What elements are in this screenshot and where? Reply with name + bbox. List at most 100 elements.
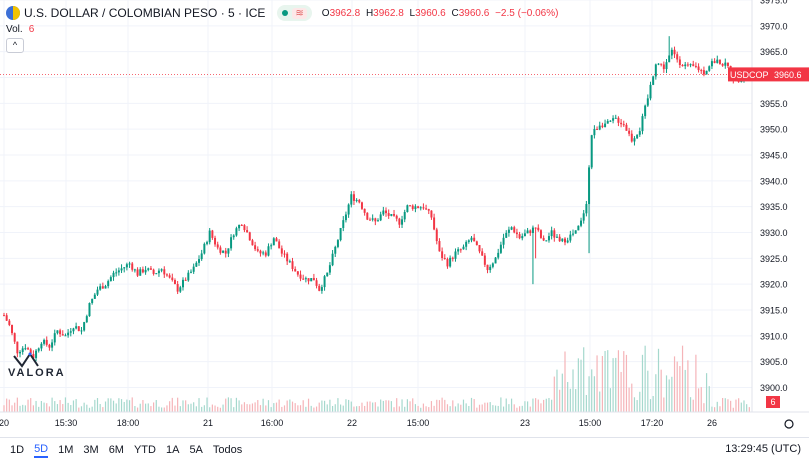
candle-body	[467, 240, 470, 242]
candle-body	[377, 220, 379, 222]
candle-body	[494, 257, 497, 264]
ohlc-values: O3962.8 H3962.8 L3960.6 C3960.6 −2.5 (−0…	[322, 8, 562, 19]
candle-body	[574, 230, 577, 234]
range-button-5d[interactable]: 5D	[34, 443, 49, 458]
candle-body	[585, 204, 588, 214]
symbol-title[interactable]: U.S. DOLLAR / COLOMBIAN PESO · 5 · ICE	[24, 6, 266, 20]
candle-body	[149, 268, 152, 270]
volume-bar	[203, 405, 205, 412]
candle-body	[16, 341, 19, 354]
candle-body	[179, 287, 182, 292]
candle-body	[558, 236, 561, 242]
candle-body	[395, 215, 398, 219]
candle-body	[486, 264, 489, 271]
volume-bar	[388, 400, 390, 412]
volume-bar	[187, 404, 189, 412]
volume-bar	[91, 406, 93, 412]
range-button-1a[interactable]: 1A	[165, 443, 180, 456]
volume-bar	[380, 399, 382, 412]
candle-body	[291, 261, 294, 269]
candle-body	[553, 230, 556, 238]
candle-body	[280, 248, 283, 254]
volume-bar	[278, 399, 280, 412]
candle-body	[481, 251, 484, 256]
candle-body	[425, 208, 428, 210]
candle-body	[173, 280, 176, 285]
volume-bar	[382, 400, 384, 412]
candle-body	[363, 208, 366, 213]
volume-bar	[692, 399, 694, 412]
volume-bar	[48, 406, 51, 412]
candle-body	[13, 333, 16, 342]
volume-bar	[502, 406, 505, 412]
range-button-6m[interactable]: 6M	[108, 443, 124, 456]
volume-bar	[420, 407, 422, 412]
range-button-ytd[interactable]: YTD	[133, 443, 156, 456]
volume-bar	[422, 403, 425, 412]
candle-body	[165, 274, 168, 276]
y-tick-label: 3920.0	[760, 280, 788, 290]
y-tick-label: 3900.0	[760, 383, 788, 393]
volume-bar	[583, 347, 585, 412]
volume-bar	[115, 403, 117, 412]
y-tick-label: 3950.0	[760, 125, 788, 135]
range-button-1d[interactable]: 1D	[10, 443, 25, 456]
candle-body	[564, 238, 566, 243]
gear-icon[interactable]	[784, 419, 794, 429]
candle-body	[550, 230, 553, 237]
volume-bar	[665, 375, 668, 412]
volume-bar	[473, 399, 475, 412]
volume-bar	[243, 402, 246, 412]
market-status-pill[interactable]: ≋	[277, 5, 312, 21]
candle-body	[360, 202, 363, 209]
range-button-5a[interactable]: 5A	[189, 443, 203, 456]
volume-bar	[486, 402, 489, 412]
candle-body	[32, 353, 35, 359]
price-chart[interactable]: 3900.0 3905.0 3910.0 3915.0 3920.0 3925.0 3930…	[0, 0, 809, 437]
candle-body	[462, 246, 465, 250]
volume-bar	[163, 407, 165, 412]
candle-body	[312, 278, 315, 281]
volume-tag	[766, 396, 780, 408]
candle-body	[612, 118, 615, 121]
volume-bar	[161, 407, 163, 412]
candle-body	[352, 194, 355, 201]
candle-body	[307, 278, 310, 282]
range-button-todos[interactable]: Todos	[212, 443, 243, 456]
candle-body	[109, 277, 112, 282]
volume-bar	[484, 402, 486, 412]
volume-bar	[350, 401, 352, 412]
volume-bar	[591, 369, 593, 412]
range-button-1m[interactable]: 1M	[58, 443, 74, 456]
volume-bar	[22, 404, 24, 412]
volume-bar	[14, 402, 16, 412]
range-button-3m[interactable]: 3M	[83, 443, 99, 456]
candle-body	[192, 266, 195, 272]
volume-bar	[457, 403, 459, 412]
candle-body	[350, 194, 353, 205]
volume-bar	[155, 400, 157, 412]
candle-body	[35, 350, 38, 359]
candle-body	[545, 240, 548, 242]
volume-bar	[441, 397, 443, 412]
volume-bar	[532, 398, 534, 412]
volume-bar	[126, 399, 128, 412]
volume-bar	[639, 391, 641, 412]
volume-bar	[711, 406, 713, 412]
candle-body	[713, 61, 716, 63]
volume-bar	[177, 397, 179, 412]
volume-bar	[727, 399, 729, 412]
volume-bar	[209, 407, 211, 412]
collapse-legend-button[interactable]: ^	[6, 38, 24, 53]
candle-body	[406, 205, 409, 213]
utc-clock[interactable]: 13:29:45 (UTC)	[725, 443, 801, 455]
volume-bar	[305, 406, 307, 412]
x-tick-label: 22	[347, 418, 357, 428]
volume-bar	[144, 403, 147, 412]
candle-body	[457, 249, 460, 252]
volume-bar	[567, 382, 569, 412]
volume-bar	[72, 400, 75, 412]
candle-body	[491, 263, 494, 267]
candle-body	[246, 230, 249, 233]
